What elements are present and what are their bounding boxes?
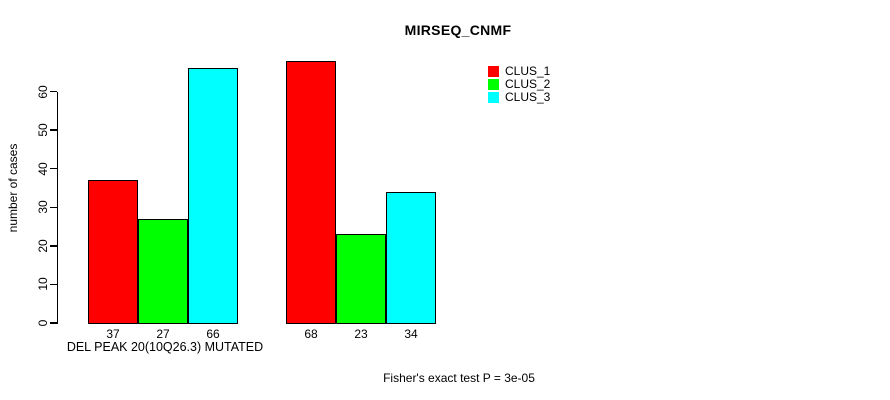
legend-row: CLUS_1 [488, 65, 550, 78]
y-tick-label: 0 [36, 319, 50, 327]
legend: CLUS_1 CLUS_2 CLUS_3 [488, 65, 550, 104]
y-tick-label: 40 [36, 161, 50, 176]
y-tick-label: 10 [36, 277, 50, 292]
y-tick [49, 129, 57, 131]
x-axis-title: DEL PEAK 20(10Q26.3) MUTATED [66, 340, 264, 354]
bar-clus_2-group2 [336, 234, 386, 324]
bar-value-label: 68 [304, 327, 318, 341]
bar-clus_1-group1 [88, 180, 138, 324]
legend-row: CLUS_2 [488, 78, 550, 91]
y-axis-line [56, 91, 58, 325]
bar-value-label: 27 [156, 327, 170, 341]
legend-swatch-clus_1 [488, 66, 499, 77]
y-tick [49, 322, 57, 324]
legend-label: CLUS_1 [505, 64, 551, 78]
legend-label: CLUS_3 [505, 90, 551, 104]
legend-label: CLUS_2 [505, 77, 551, 91]
chart-title: MIRSEQ_CNMF [404, 22, 512, 38]
bar-clus_2-group1 [138, 218, 188, 324]
y-tick [49, 283, 57, 286]
legend-swatch-clus_3 [488, 92, 499, 103]
y-axis-title: number of cases [6, 143, 20, 233]
y-tick-label: 30 [36, 200, 50, 214]
y-tick-label: 20 [36, 239, 50, 253]
y-tick [49, 167, 57, 170]
legend-row: CLUS_3 [488, 91, 550, 104]
bar-clus_1-group2 [286, 60, 336, 324]
y-tick [49, 206, 57, 208]
p-value-annotation: Fisher's exact test P = 3e-05 [383, 371, 535, 385]
y-tick-label: 60 [36, 84, 50, 99]
bar-value-label: 23 [354, 327, 368, 341]
legend-swatch-clus_2 [488, 79, 499, 90]
y-tick [49, 90, 57, 93]
bar-clus_3-group2 [386, 191, 436, 324]
bar-value-label: 37 [106, 327, 120, 341]
y-tick-label: 50 [36, 123, 50, 137]
bar-value-label: 34 [404, 327, 418, 341]
bar-value-label: 66 [206, 327, 220, 341]
y-tick [49, 245, 57, 247]
bar-clus_3-group1 [188, 68, 238, 324]
